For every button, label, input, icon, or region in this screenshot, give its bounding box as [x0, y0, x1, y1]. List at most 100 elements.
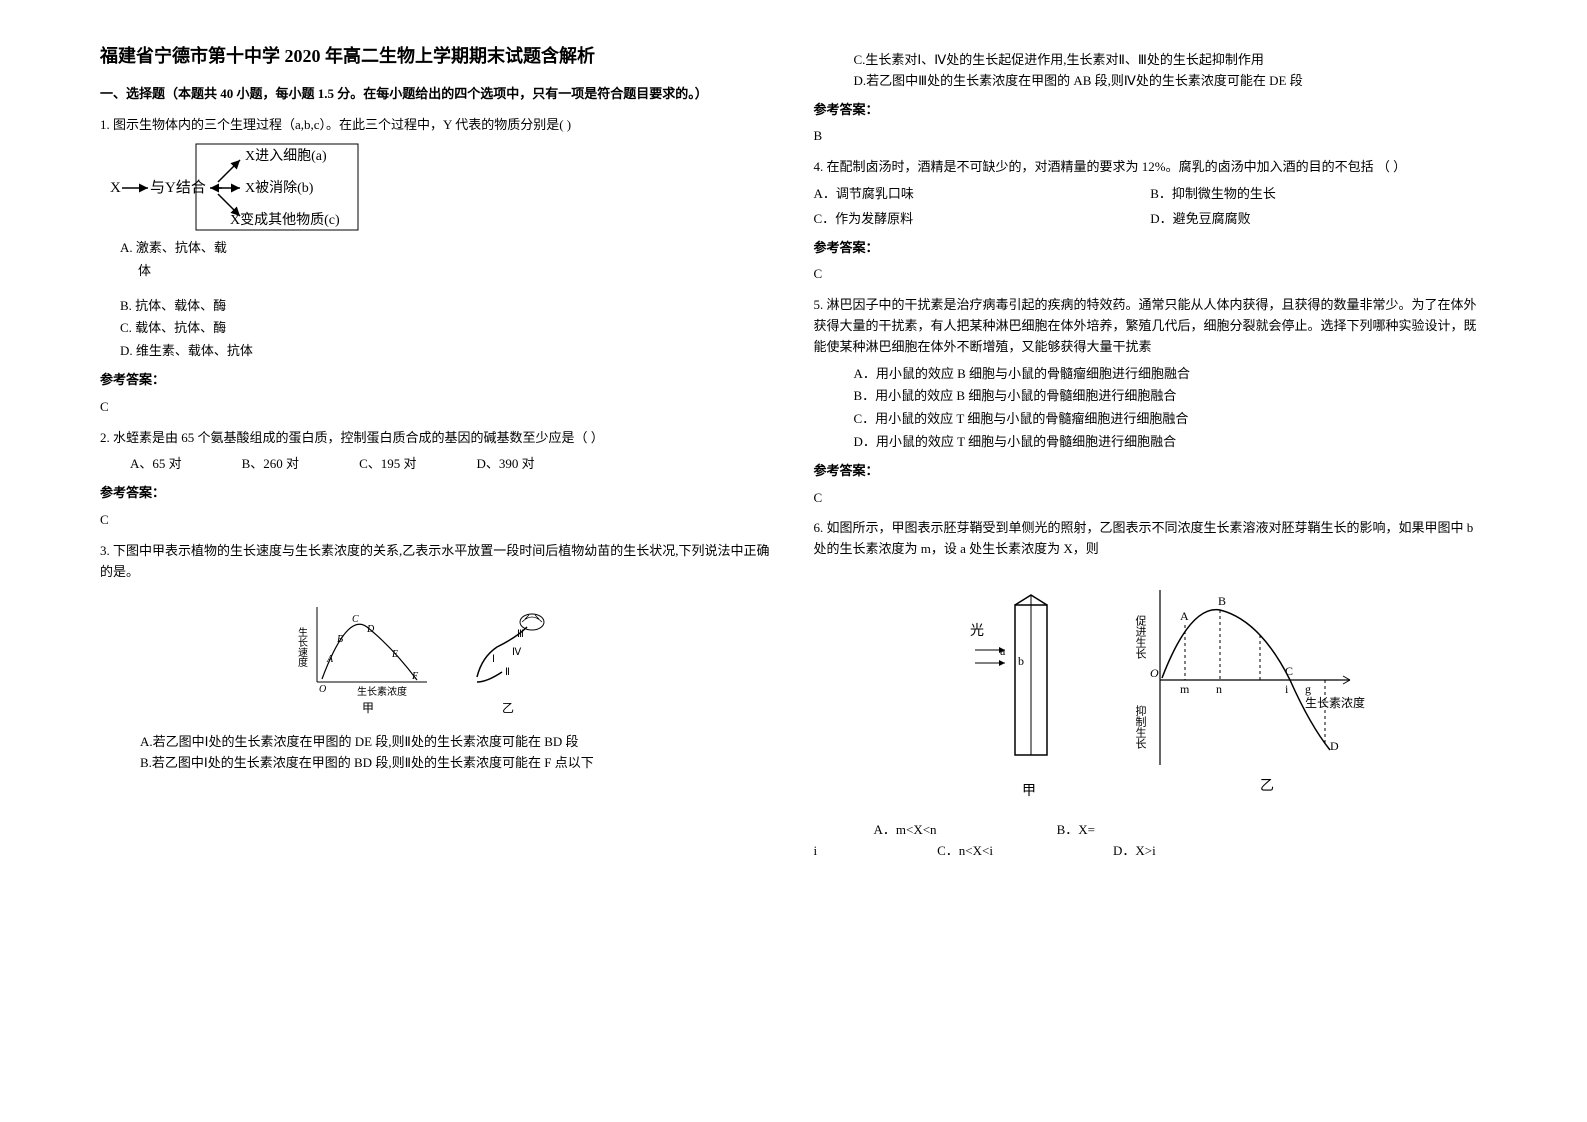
q2-options: A、65 对 B、260 对 C、195 对 D、390 对 — [130, 454, 774, 475]
right-column: C.生长素对Ⅰ、Ⅳ处的生长起促进作用,生长素对Ⅱ、Ⅲ处的生长起抑制作用 D.若乙… — [794, 40, 1508, 1082]
q6-opt-b: B．X= — [1057, 820, 1095, 841]
q3-chart-area: 生长速度 A B C D E F O 生长素浓度 甲 Ⅰ Ⅱ — [100, 597, 774, 717]
q4-opt-b: B．抑制微生物的生长 — [1150, 184, 1487, 205]
q3-caption-left: 甲 — [362, 701, 374, 715]
q1-opt-d: D. 维生素、载体、抗体 — [120, 341, 774, 362]
q4-opt-a: A．调节腐乳口味 — [814, 184, 1151, 205]
q1-answer: C — [100, 397, 774, 418]
q5-text: 5. 淋巴因子中的干扰素是治疗病毒引起的疾病的特效药。通常只能从人体内获得，且获… — [814, 295, 1488, 357]
q3-pt-f: F — [411, 671, 419, 682]
doc-title: 福建省宁德市第十中学 2020 年高二生物上学期期末试题含解析 — [100, 40, 774, 72]
q2-text: 2. 水蛭素是由 65 个氨基酸组成的蛋白质，控制蛋白质合成的基因的碱基数至少应… — [100, 428, 774, 449]
q3-pt-b: B — [337, 634, 343, 645]
question-2: 2. 水蛭素是由 65 个氨基酸组成的蛋白质，控制蛋白质合成的基因的碱基数至少应… — [100, 428, 774, 531]
q6-opt-a: A．m<X<n — [874, 820, 937, 841]
question-3: 3. 下图中甲表示植物的生长速度与生长素浓度的关系,乙表示水平放置一段时间后植物… — [100, 541, 774, 774]
q1-text: 1. 图示生物体内的三个生理过程（a,b,c）。在此三个过程中，Y 代表的物质分… — [100, 115, 774, 136]
q5-opt-a: A．用小鼠的效应 B 细胞与小鼠的骨髓瘤细胞进行细胞融合 — [854, 364, 1488, 385]
q6-y-bot: 抑制生长 — [1134, 704, 1147, 749]
q6-b-label: b — [1018, 654, 1024, 668]
q6-opt-b2: i — [814, 841, 818, 862]
q6-x-g: g — [1305, 682, 1311, 696]
q1-diagram: X 与Y结合 X进入细胞(a) X被消除(b) X变成其他物质(c) — [100, 142, 774, 232]
q3-opt-d: D.若乙图中Ⅲ处的生长素浓度在甲图的 AB 段,则Ⅳ处的生长素浓度可能在 DE … — [854, 71, 1488, 92]
q6-pt-a: A — [1180, 609, 1189, 623]
question-4: 4. 在配制卤汤时，酒精是不可缺少的，对酒精量的要求为 12%。腐乳的卤汤中加入… — [814, 157, 1488, 285]
q3-pt-c: C — [352, 614, 359, 625]
q6-text: 6. 如图所示，甲图表示胚芽鞘受到单侧光的照射，乙图表示不同浓度生长素溶液对胚芽… — [814, 518, 1488, 560]
q1-answer-label: 参考答案： — [100, 370, 774, 391]
q1-line-c: X变成其他物质(c) — [230, 212, 340, 228]
q3-xlabel: 生长素浓度 — [357, 685, 407, 698]
q4-row2: C．作为发酵原料 D．避免豆腐腐败 — [814, 209, 1488, 230]
q3-mark-1: Ⅰ — [492, 654, 495, 665]
q1-line-a: X进入细胞(a) — [245, 148, 327, 164]
section-1-header: 一、选择题（本题共 40 小题，每小题 1.5 分。在每小题给出的四个选项中，只… — [100, 84, 774, 105]
q6-pt-d: D — [1330, 739, 1339, 753]
q5-answer-label: 参考答案： — [814, 461, 1488, 482]
q1-opt-a: A. 激素、抗体、载 — [120, 238, 774, 259]
q6-y-top: 促进生长 — [1134, 614, 1147, 659]
q5-opt-d: D．用小鼠的效应 T 细胞与小鼠的骨髓细胞进行细胞融合 — [854, 432, 1488, 453]
q6-opt-c: C．n<X<i — [937, 841, 993, 862]
q5-opt-c: C．用小鼠的效应 T 细胞与小鼠的骨髓瘤细胞进行细胞融合 — [854, 409, 1488, 430]
q4-opt-d: D．避免豆腐腐败 — [1150, 209, 1487, 230]
q2-opt-d: D、390 对 — [476, 454, 534, 475]
q6-opt-d: D．X>i — [1113, 841, 1156, 862]
q6-light-label: 光 — [970, 623, 984, 639]
q3-mark-3: Ⅲ — [517, 629, 524, 640]
q1-mid-label: 与Y结合 — [150, 179, 206, 196]
question-1: 1. 图示生物体内的三个生理过程（a,b,c）。在此三个过程中，Y 代表的物质分… — [100, 115, 774, 417]
q3-mark-2: Ⅱ — [505, 667, 510, 678]
q3-answer: B — [814, 126, 1488, 147]
q3-chart-svg: 生长速度 A B C D E F O 生长素浓度 甲 Ⅰ Ⅱ — [297, 597, 577, 717]
q4-opt-c: C．作为发酵原料 — [814, 209, 1151, 230]
q3-pt-o: O — [319, 684, 326, 695]
q1-opt-c: C. 载体、抗体、酶 — [120, 318, 774, 339]
q3-answer-label: 参考答案： — [814, 100, 1488, 121]
q3-opt-a: A.若乙图中Ⅰ处的生长素浓度在甲图的 DE 段,则Ⅱ处的生长素浓度可能在 BD … — [140, 732, 774, 753]
q1-opt-a2: 体 — [138, 261, 774, 282]
q4-answer-label: 参考答案： — [814, 238, 1488, 259]
q6-pt-b: B — [1218, 594, 1226, 608]
q3-pt-d: D — [366, 624, 375, 635]
q4-text: 4. 在配制卤汤时，酒精是不可缺少的，对酒精量的要求为 12%。腐乳的卤汤中加入… — [814, 157, 1488, 178]
q1-options: A. 激素、抗体、载 体 B. 抗体、载体、酶 C. 载体、抗体、酶 D. 维生… — [120, 238, 774, 362]
q4-row1: A．调节腐乳口味 B．抑制微生物的生长 — [814, 184, 1488, 205]
q6-row2: i C．n<X<i D．X>i — [814, 841, 1488, 862]
q6-caption-right: 乙 — [1260, 778, 1274, 794]
left-column: 福建省宁德市第十中学 2020 年高二生物上学期期末试题含解析 一、选择题（本题… — [80, 40, 794, 1082]
q6-pt-c: C — [1285, 664, 1293, 678]
q6-caption-left: 甲 — [1022, 784, 1036, 799]
q2-answer-label: 参考答案： — [100, 483, 774, 504]
q5-answer: C — [814, 488, 1488, 509]
q3-pt-e: E — [391, 649, 398, 660]
q4-answer: C — [814, 264, 1488, 285]
q2-opt-b: B、260 对 — [242, 454, 299, 475]
q3-text: 3. 下图中甲表示植物的生长速度与生长素浓度的关系,乙表示水平放置一段时间后植物… — [100, 541, 774, 583]
q6-xlabel: 生长素浓度 — [1305, 695, 1365, 710]
q6-row1: A．m<X<n B．X= — [874, 820, 1488, 841]
q6-chart-area: 光 a b 甲 促进生长 抑制生长 — [814, 575, 1488, 805]
q3-opt-b: B.若乙图中Ⅰ处的生长素浓度在甲图的 BD 段,则Ⅱ处的生长素浓度可能在 F 点… — [140, 753, 774, 774]
q6-x-m: m — [1180, 682, 1190, 696]
q3-opt-c: C.生长素对Ⅰ、Ⅳ处的生长起促进作用,生长素对Ⅱ、Ⅲ处的生长起抑制作用 — [854, 50, 1488, 71]
q3-ylabel: 生长速度 — [297, 626, 308, 668]
q3-mark-4: Ⅳ — [512, 647, 522, 658]
q6-a-label: a — [1000, 644, 1006, 658]
q2-answer: C — [100, 510, 774, 531]
question-5: 5. 淋巴因子中的干扰素是治疗病毒引起的疾病的特效药。通常只能从人体内获得，且获… — [814, 295, 1488, 508]
q1-line-b: X被消除(b) — [245, 180, 314, 196]
q2-opt-c: C、195 对 — [359, 454, 416, 475]
q6-chart-svg: 光 a b 甲 促进生长 抑制生长 — [930, 575, 1370, 805]
q6-x-n: n — [1216, 682, 1222, 696]
q1-x-label: X — [110, 180, 121, 196]
q6-x-i: i — [1285, 682, 1289, 696]
q3-pt-a: A — [326, 654, 334, 665]
q3-caption-right: 乙 — [502, 701, 514, 715]
q1-opt-b: B. 抗体、载体、酶 — [120, 296, 774, 317]
q6-origin: O — [1150, 666, 1159, 680]
question-6: 6. 如图所示，甲图表示胚芽鞘受到单侧光的照射，乙图表示不同浓度生长素溶液对胚芽… — [814, 518, 1488, 861]
q2-opt-a: A、65 对 — [130, 454, 182, 475]
q5-options: A．用小鼠的效应 B 细胞与小鼠的骨髓瘤细胞进行细胞融合 B．用小鼠的效应 B … — [854, 364, 1488, 453]
